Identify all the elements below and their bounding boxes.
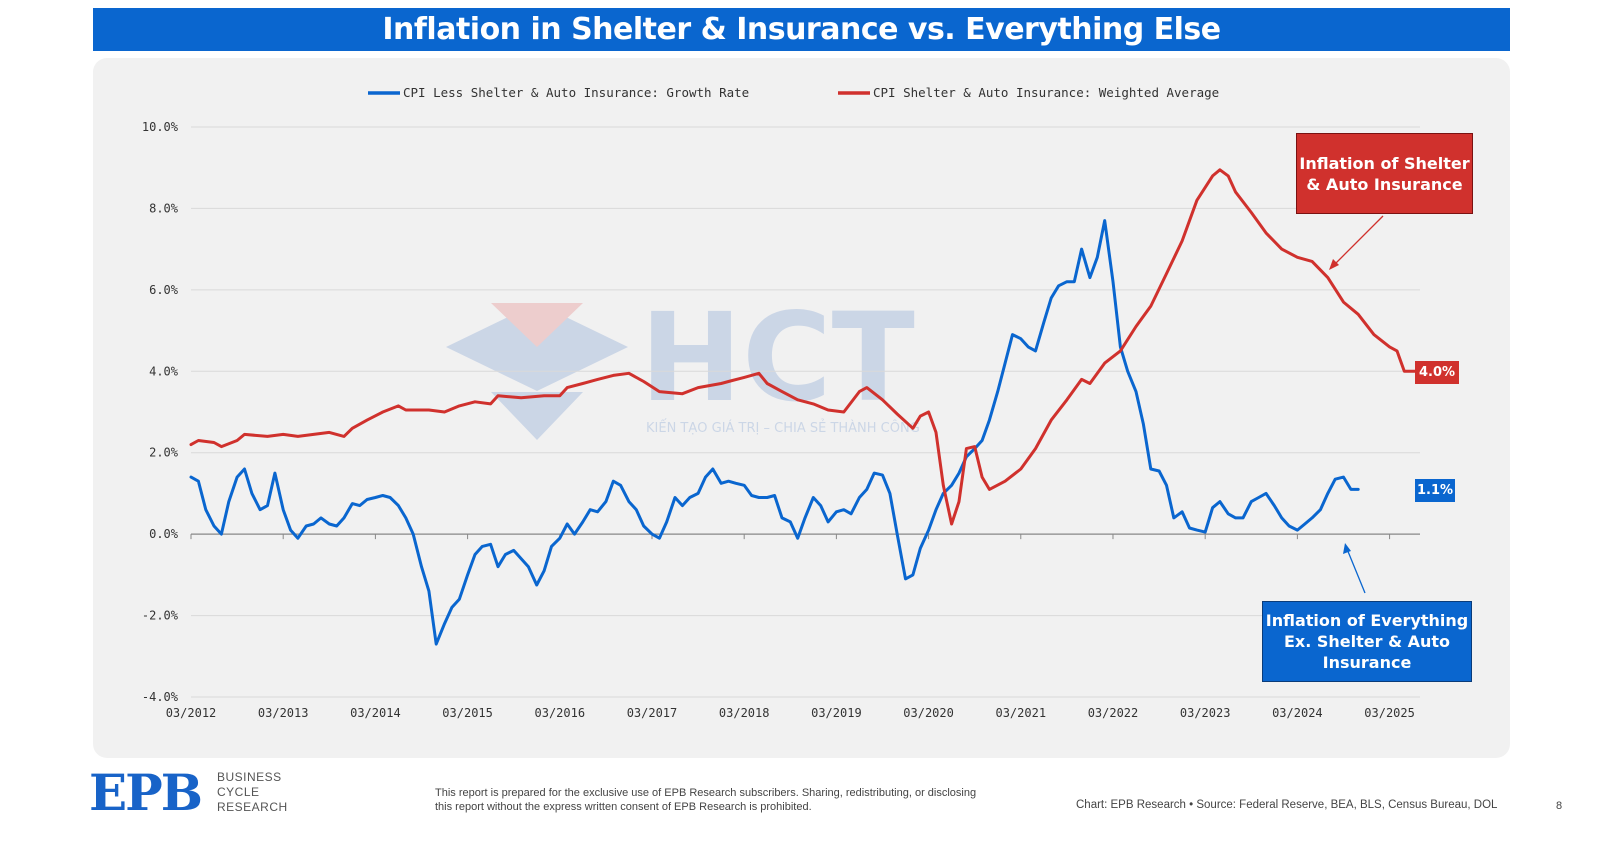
- shelter-callout-arrow: [1332, 215, 1384, 267]
- x-tick-label: 03/2014: [350, 706, 401, 720]
- epb-logo: EPB: [89, 763, 203, 822]
- chart-title: Inflation in Shelter & Insurance vs. Eve…: [382, 12, 1221, 47]
- shelter-callout-text: Inflation of Shelter & Auto Insurance: [1299, 153, 1470, 194]
- x-tick-label: 03/2024: [1272, 706, 1323, 720]
- ex-shelter-arrowhead: [1343, 543, 1351, 554]
- ex-shelter-last-value-tag: 1.1%: [1415, 479, 1455, 502]
- disclaimer-text: This report is prepared for the exclusiv…: [435, 787, 977, 813]
- epb-logo-subtitle: BUSINESS CYCLE RESEARCH: [217, 770, 288, 815]
- y-tick-label: -4.0%: [142, 690, 179, 704]
- watermark-diamond-bottom: [491, 392, 583, 440]
- y-tick-label: -2.0%: [142, 609, 179, 623]
- ex-shelter-callout-arrow: [1346, 548, 1366, 594]
- source-text: Chart: EPB Research • Source: Federal Re…: [1076, 799, 1498, 811]
- x-tick-label: 03/2017: [627, 706, 678, 720]
- shelter-callout: Inflation of Shelter & Auto Insurance: [1296, 133, 1473, 214]
- x-tick-label: 03/2019: [811, 706, 862, 720]
- watermark-logo-text: HCT: [640, 287, 915, 429]
- x-tick-label: 03/2021: [995, 706, 1046, 720]
- x-tick-label: 03/2013: [258, 706, 309, 720]
- logo-sub-line: BUSINESS: [217, 770, 282, 784]
- watermark-diamond-top: [491, 303, 583, 347]
- logo-sub-line: CYCLE: [217, 785, 260, 799]
- x-tick-label: 03/2025: [1364, 706, 1415, 720]
- y-tick-label: 0.0%: [149, 527, 179, 541]
- x-tick-label: 03/2018: [719, 706, 770, 720]
- shelter-series-line: [189, 168, 1422, 526]
- page-number: 8: [1556, 800, 1563, 812]
- x-tick-label: 03/2012: [166, 706, 217, 720]
- y-tick-label: 2.0%: [149, 446, 179, 460]
- ex-shelter-series-line: [189, 219, 1360, 646]
- y-tick-label: 4.0%: [149, 364, 179, 378]
- chart-title-bar: Inflation in Shelter & Insurance vs. Eve…: [93, 8, 1510, 51]
- shelter-arrowhead: [1329, 259, 1339, 270]
- x-tick-label: 03/2023: [1180, 706, 1231, 720]
- shelter-last-value-tag: 4.0%: [1415, 361, 1459, 384]
- legend-label: CPI Shelter & Auto Insurance: Weighted A…: [873, 85, 1219, 100]
- x-tick-label: 03/2015: [442, 706, 493, 720]
- y-tick-label: 8.0%: [149, 201, 179, 215]
- ex-shelter-callout-text: Inflation of Everything Ex. Shelter & Au…: [1265, 611, 1469, 672]
- logo-sub-line: RESEARCH: [217, 800, 288, 814]
- watermark-diamond-right: [537, 303, 628, 391]
- y-tick-label: 6.0%: [149, 283, 179, 297]
- x-tick-label: 03/2016: [535, 706, 586, 720]
- x-tick-label: 03/2020: [903, 706, 954, 720]
- x-tick-label: 03/2022: [1088, 706, 1139, 720]
- watermark-tagline: KIẾN TẠO GIÁ TRỊ – CHIA SẺ THÀNH CÔNG: [646, 419, 920, 436]
- ex-shelter-callout: Inflation of Everything Ex. Shelter & Au…: [1262, 601, 1472, 682]
- legend-label: CPI Less Shelter & Auto Insurance: Growt…: [403, 85, 749, 100]
- watermark-diamond-left: [446, 303, 537, 391]
- y-tick-label: 10.0%: [142, 120, 179, 134]
